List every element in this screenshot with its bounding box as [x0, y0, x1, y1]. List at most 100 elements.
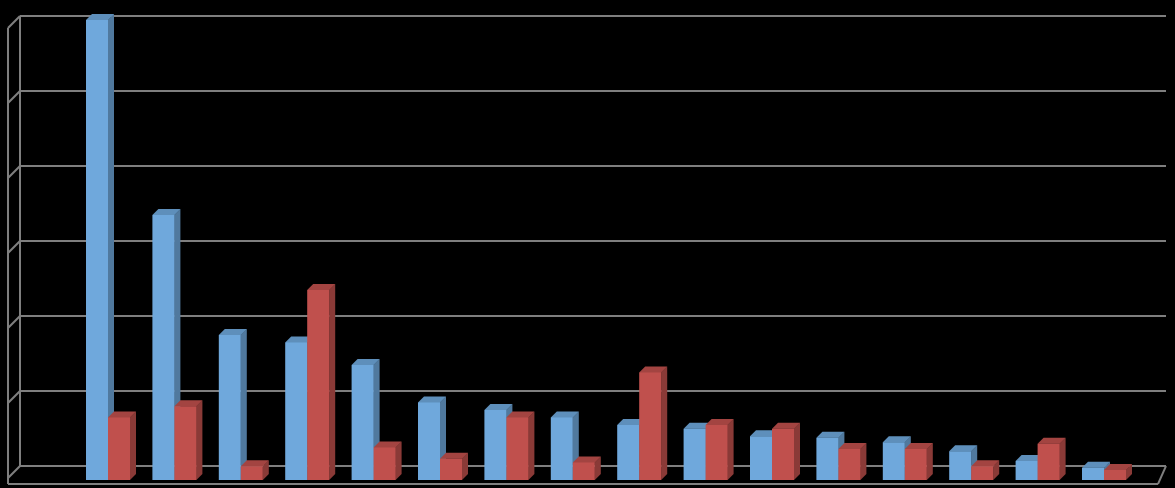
- bar-front: [152, 215, 175, 480]
- bar-series-1-item-1: [86, 14, 114, 480]
- bar-top: [174, 400, 203, 407]
- bar-top: [705, 419, 734, 425]
- bar-series-2-item-6: [440, 452, 468, 480]
- bar-front: [484, 410, 507, 480]
- bar-top: [86, 14, 114, 20]
- bar-side: [1126, 464, 1132, 480]
- bar-top: [218, 329, 247, 335]
- bar-top: [307, 284, 336, 290]
- bar-series-2-item-13: [904, 443, 933, 480]
- bar-front: [1104, 470, 1126, 480]
- bar-series-2-item-14: [971, 460, 1000, 480]
- bar-side: [594, 456, 601, 480]
- bar-front: [572, 462, 595, 480]
- bar-side: [661, 366, 668, 480]
- bar-series: [86, 14, 1132, 480]
- bar-series-2-item-10: [705, 419, 734, 480]
- bar-side: [130, 411, 136, 480]
- bar-front: [971, 466, 994, 480]
- gridline-side: [7, 90, 21, 104]
- bar-front: [418, 402, 440, 480]
- bar-top: [440, 452, 468, 459]
- bar-top: [550, 411, 579, 418]
- gridline-side: [7, 390, 21, 404]
- bar-front: [904, 449, 927, 480]
- gridline-side: [7, 15, 21, 29]
- bar-series-2-item-5: [373, 441, 402, 480]
- bar-series-2-item-2: [174, 400, 203, 480]
- bar-front: [772, 428, 794, 480]
- bar-front: [949, 451, 972, 480]
- bar-side: [240, 329, 247, 480]
- gridline-side: [7, 315, 21, 329]
- bar-series-2-item-4: [307, 284, 336, 480]
- bar-front: [440, 458, 462, 480]
- bar-side: [1059, 437, 1066, 480]
- bar-side: [262, 460, 269, 480]
- gridline-side: [7, 240, 21, 254]
- bar-top: [1037, 437, 1066, 444]
- bar-side: [196, 400, 203, 480]
- bar-top: [285, 336, 314, 343]
- bar-top: [639, 366, 668, 373]
- floor-edge-side: [1157, 465, 1167, 485]
- bar-front: [1082, 467, 1104, 480]
- bar-top: [750, 430, 778, 437]
- bar-side: [329, 284, 336, 480]
- bar-top: [1104, 464, 1132, 470]
- bar-top: [240, 460, 269, 467]
- bar-side: [926, 443, 933, 480]
- gridline-side: [7, 465, 21, 479]
- bar-top: [617, 419, 646, 425]
- bar-series-2-item-3: [240, 460, 269, 480]
- bar-front: [307, 290, 330, 480]
- bar-series-2-item-1: [108, 411, 136, 480]
- bar-front: [86, 20, 108, 480]
- bar-top: [971, 460, 1000, 467]
- bar-top: [1082, 461, 1110, 468]
- bar-front: [108, 417, 130, 480]
- bar-front: [750, 436, 772, 480]
- bar-top: [1015, 455, 1044, 461]
- bar-front: [285, 342, 308, 480]
- bar-front: [1037, 443, 1060, 480]
- bar-top: [949, 445, 978, 452]
- bar-top: [484, 404, 513, 410]
- bar-front: [240, 466, 263, 480]
- gridlines: [7, 15, 1167, 485]
- bar-top: [882, 436, 911, 443]
- bar-front: [683, 428, 706, 480]
- bar-front: [218, 335, 241, 480]
- bar-series-2-item-12: [838, 443, 867, 480]
- bar-side: [860, 443, 867, 480]
- bar-top: [373, 441, 402, 448]
- bar-front: [1015, 461, 1038, 480]
- bar-top: [152, 209, 181, 215]
- gridline-side: [7, 165, 21, 179]
- bar-top: [572, 456, 601, 463]
- bar-front: [639, 372, 662, 480]
- bar-front: [174, 406, 197, 480]
- bar-top: [904, 443, 933, 449]
- bar-top: [838, 443, 867, 449]
- bar-series-2-item-16: [1104, 464, 1132, 480]
- bar-front: [705, 425, 728, 480]
- bar-side: [108, 14, 114, 480]
- bar-top: [506, 411, 535, 418]
- bar-series-2-item-9: [639, 366, 668, 480]
- bar-series-2-item-11: [772, 422, 800, 480]
- bar-top: [816, 431, 845, 438]
- bar-series-2-item-7: [506, 411, 535, 480]
- bar-front: [506, 417, 529, 480]
- bar-front: [373, 447, 396, 480]
- bar-front: [617, 425, 640, 480]
- bar-series-1-item-8: [550, 411, 579, 480]
- bar-front: [351, 365, 374, 480]
- bar-top: [772, 422, 800, 429]
- bar-side: [993, 460, 1000, 480]
- bar-front: [838, 449, 861, 480]
- bar-series-2-item-15: [1037, 437, 1066, 480]
- bar-side: [462, 452, 468, 480]
